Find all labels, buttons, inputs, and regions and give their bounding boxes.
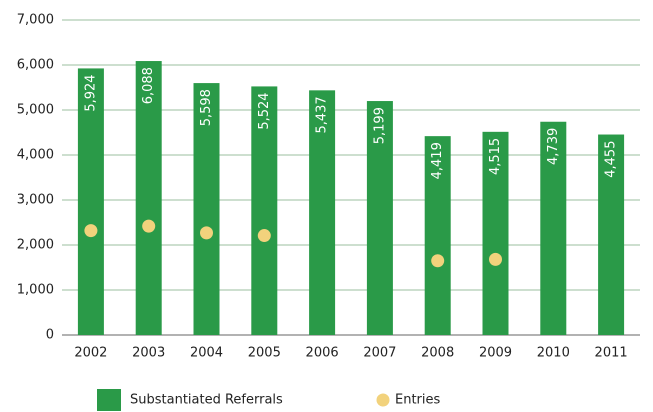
dot (142, 219, 156, 233)
bar (482, 131, 509, 335)
x-tick-label: 2010 (537, 346, 570, 361)
bar (193, 83, 220, 335)
bar-value-label: 4,455 (604, 141, 619, 178)
legend-swatch (97, 389, 121, 411)
dot (431, 254, 445, 268)
bar-value-label: 4,419 (430, 142, 445, 179)
x-tick-label: 2005 (248, 346, 281, 361)
y-tick-label: 1,000 (17, 283, 54, 298)
x-tick-label: 2011 (595, 346, 628, 361)
dot (200, 226, 213, 240)
x-tick-label: 2009 (479, 346, 512, 361)
x-tick-label: 2004 (190, 346, 223, 361)
bar (251, 86, 278, 335)
bar-value-label: 5,924 (83, 74, 98, 111)
bar (366, 101, 393, 335)
bar-value-label: 6,088 (141, 67, 156, 104)
y-tick-label: 0 (46, 328, 54, 343)
y-tick-label: 2,000 (17, 238, 54, 253)
y-tick-label: 7,000 (17, 13, 54, 28)
bar (309, 90, 336, 336)
bar-value-label: 5,437 (315, 96, 330, 133)
dot (84, 224, 98, 238)
y-tick-label: 3,000 (17, 193, 54, 208)
dot (257, 229, 271, 243)
bar (540, 121, 567, 336)
x-tick-label: 2003 (132, 346, 165, 361)
bar (77, 68, 104, 336)
bar (598, 134, 625, 335)
bar-value-label: 5,524 (257, 92, 272, 129)
legend-label: Substantiated Referrals (130, 393, 283, 408)
bar-value-label: 5,598 (199, 89, 214, 126)
x-tick-label: 2008 (421, 346, 454, 361)
x-tick-label: 2002 (74, 346, 107, 361)
bar (135, 61, 162, 335)
bar (424, 136, 451, 335)
bar-value-label: 4,515 (488, 138, 503, 175)
y-tick-label: 4,000 (17, 148, 54, 163)
x-tick-label: 2006 (306, 346, 339, 361)
legend-label: Entries (395, 393, 441, 408)
dot (489, 252, 502, 266)
y-tick-label: 5,000 (17, 103, 54, 118)
y-tick-label: 6,000 (17, 58, 54, 73)
bar-value-label: 4,739 (546, 128, 561, 165)
x-tick-label: 2007 (363, 346, 396, 361)
bar-value-label: 5,199 (372, 107, 387, 144)
legend-swatch (376, 393, 390, 407)
